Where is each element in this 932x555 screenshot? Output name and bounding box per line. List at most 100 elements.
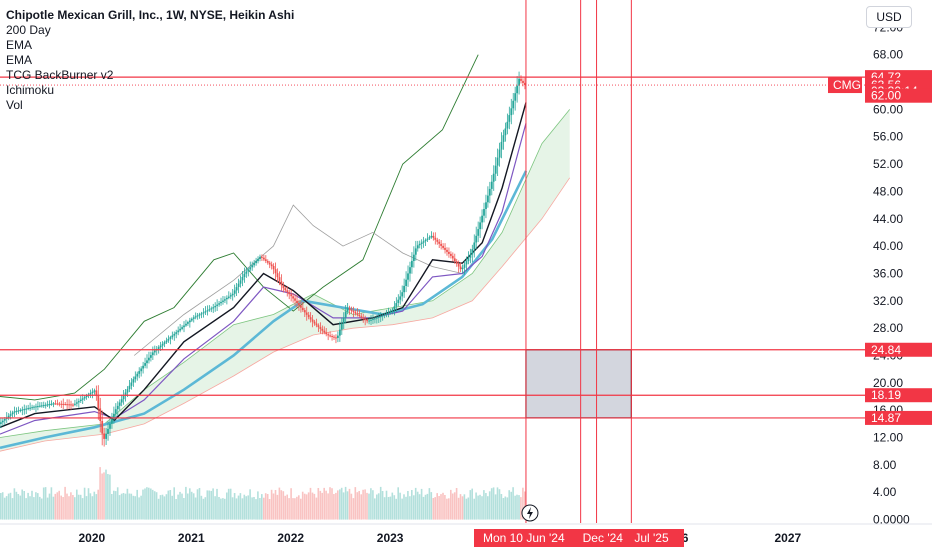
candle-body: [85, 395, 88, 397]
candle-body: [465, 261, 468, 265]
volume-bar: [40, 498, 43, 520]
candle-body: [461, 267, 464, 270]
candle-body: [247, 269, 250, 272]
candle-body: [266, 261, 269, 263]
candle-body: [424, 239, 427, 242]
candle-body: [48, 404, 51, 406]
candle-body: [323, 330, 326, 333]
candle-body: [344, 311, 347, 318]
volume-bar: [7, 493, 10, 520]
candle-body: [77, 401, 80, 403]
ema-fast-line: [0, 102, 527, 428]
candle-body: [31, 407, 33, 409]
volume-bar: [296, 496, 298, 520]
candle-body: [214, 306, 217, 308]
candle-body: [81, 398, 84, 400]
volume-bar: [467, 497, 470, 520]
volume-bar: [142, 489, 144, 520]
candle-body: [389, 311, 392, 313]
volume-bar: [259, 498, 261, 520]
candle-body: [261, 256, 263, 258]
indicator-sma200[interactable]: 200 Day: [6, 23, 51, 37]
volume-bar: [229, 488, 232, 520]
candle-body: [124, 392, 127, 396]
volume-bar: [68, 496, 70, 520]
candle-body: [140, 368, 143, 372]
lightning-icon-glyph: [526, 507, 533, 519]
candle-body: [222, 300, 224, 302]
price-label: 14.87: [871, 411, 901, 425]
candle-body: [159, 345, 162, 348]
volume-bar: [165, 494, 168, 520]
indicator-ichimoku[interactable]: Ichimoku: [6, 83, 55, 97]
volume-bar: [383, 497, 386, 520]
candle-body: [487, 195, 489, 203]
x-tick-label: 2027: [774, 531, 801, 545]
volume-bar: [303, 493, 306, 520]
candle-body: [434, 237, 437, 240]
candle-body: [190, 318, 193, 321]
volume-bar: [350, 493, 353, 520]
x-tick-label: 2022: [277, 531, 304, 545]
volume-bar: [444, 495, 446, 520]
volume-bar: [335, 492, 337, 520]
volume-bar: [218, 497, 220, 520]
candle-body: [354, 312, 357, 314]
candle-body: [251, 265, 254, 268]
volume-bar: [272, 493, 275, 520]
volume-bar: [270, 489, 273, 520]
indicator-ema-fast[interactable]: EMA: [6, 38, 33, 52]
candle-body: [173, 333, 176, 336]
volume-bar: [305, 494, 308, 520]
volume-bar: [278, 487, 281, 520]
y-tick-label: 28.00: [873, 321, 903, 335]
y-tick-label: 36.00: [873, 266, 903, 280]
candle-body: [144, 363, 146, 366]
candle-body: [39, 405, 41, 407]
candle-body: [356, 313, 359, 315]
indicator-backburner[interactable]: TCG BackBurner v2: [6, 68, 114, 82]
candle-body: [208, 309, 211, 311]
candle-body: [97, 395, 100, 409]
volume-bar: [469, 490, 472, 520]
volume-bar: [161, 494, 164, 520]
candle-body: [490, 181, 493, 189]
time-marker-label: Dec '24: [583, 531, 624, 545]
volume-bar: [118, 495, 121, 520]
candle-body: [146, 360, 148, 364]
volume-bar: [403, 494, 405, 520]
candle-body: [475, 235, 478, 243]
candle-body: [337, 335, 339, 338]
volume-bar: [389, 496, 392, 520]
candle-body: [335, 337, 337, 339]
volume-bar: [157, 498, 160, 520]
candle-body: [83, 397, 86, 399]
volume-bar: [42, 487, 45, 520]
candle-body: [311, 319, 314, 322]
volume-bar: [179, 491, 181, 520]
indicator-volume[interactable]: Vol: [6, 98, 23, 112]
candle-body: [132, 379, 135, 383]
volume-bar: [288, 498, 290, 520]
projection-box[interactable]: [525, 349, 632, 419]
indicator-ema-slow[interactable]: EMA: [6, 53, 33, 67]
candle-body: [479, 222, 481, 230]
volume-bar: [264, 493, 267, 520]
plot-area[interactable]: [0, 0, 865, 523]
volume-bar: [257, 491, 259, 520]
candle-body: [235, 287, 238, 291]
candle-body: [518, 78, 520, 86]
volume-bar: [194, 497, 197, 520]
candle-body: [457, 263, 460, 267]
volume-bar: [11, 498, 14, 520]
candle-body: [239, 280, 242, 284]
volume-bar: [249, 489, 251, 520]
volume-bar: [438, 496, 440, 520]
volume-bar: [370, 488, 372, 520]
volume-bar: [307, 492, 310, 520]
volume-bar: [103, 472, 105, 520]
candle-body: [432, 235, 435, 238]
currency-button[interactable]: USD: [866, 6, 912, 28]
candle-body: [317, 325, 320, 328]
